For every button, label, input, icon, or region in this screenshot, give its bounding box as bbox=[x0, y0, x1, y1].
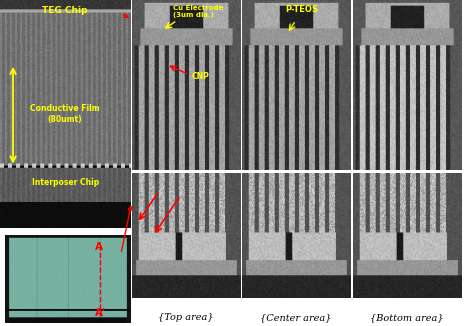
Text: Conductive Film
(80umt): Conductive Film (80umt) bbox=[30, 104, 100, 124]
Text: CNP: CNP bbox=[191, 72, 209, 81]
Text: A': A' bbox=[95, 308, 107, 318]
Text: Cu Electrode
(3um dia.): Cu Electrode (3um dia.) bbox=[173, 5, 223, 18]
Text: Interposer Chip: Interposer Chip bbox=[32, 178, 99, 187]
Text: {Top area}: {Top area} bbox=[158, 313, 214, 322]
Text: {Bottom area}: {Bottom area} bbox=[370, 313, 444, 322]
Text: P-TEOS: P-TEOS bbox=[285, 5, 318, 14]
Text: TEG Chip: TEG Chip bbox=[43, 6, 88, 15]
Text: {Center area}: {Center area} bbox=[260, 313, 331, 322]
Text: A: A bbox=[95, 242, 103, 252]
